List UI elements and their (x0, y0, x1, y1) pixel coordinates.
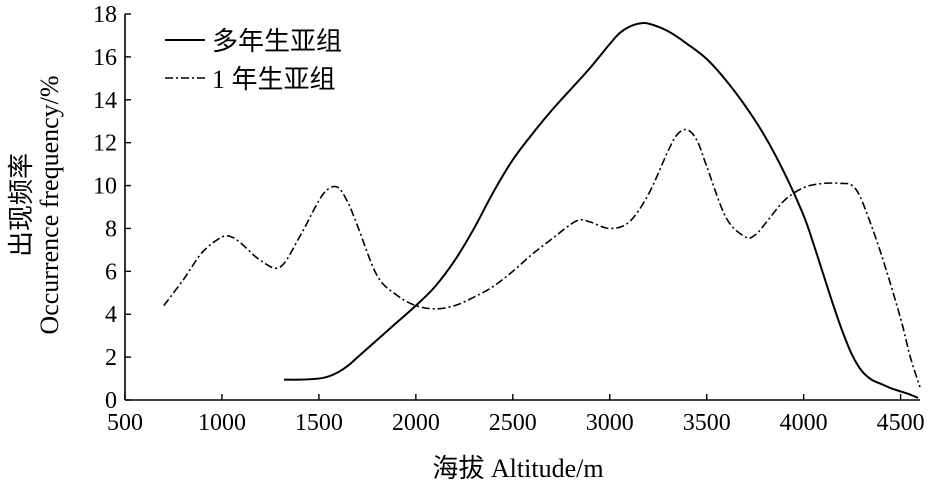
y-tick-label: 10 (93, 174, 117, 200)
x-tick-label: 500 (107, 410, 143, 436)
y-axis-label-cn: 出现频率 (7, 153, 36, 257)
x-tick-label: 1000 (198, 410, 246, 436)
x-axis-label: 海拔 Altitude/m (432, 454, 603, 483)
series-line-perennial (283, 21, 919, 399)
legend-label-annual: 1 年生亚组 (212, 65, 336, 94)
legend-label-perennial: 多年生亚组 (212, 27, 342, 56)
y-tick-label: 18 (93, 2, 117, 28)
x-tick-label: 4000 (780, 410, 828, 436)
y-tick-label: 4 (105, 302, 117, 328)
x-tick-label: 1500 (295, 410, 343, 436)
y-axis-label-en: Occurrence frequency/% (35, 75, 64, 334)
y-tick-label: 8 (105, 216, 117, 242)
y-tick-label: 6 (105, 259, 117, 285)
y-tick-label: 16 (93, 45, 117, 71)
legend: 多年生亚组 1 年生亚组 (165, 27, 342, 94)
y-tick-label: 0 (105, 388, 117, 414)
x-tick-label: 4500 (877, 410, 925, 436)
x-tick-label: 2500 (489, 410, 537, 436)
y-tick-label: 14 (93, 88, 117, 114)
y-tick-label: 2 (105, 345, 117, 371)
y-tick-label: 12 (93, 131, 117, 157)
x-tick-label: 3500 (683, 410, 731, 436)
x-tick-label: 3000 (586, 410, 634, 436)
x-tick-label: 2000 (392, 410, 440, 436)
series-line-annual (163, 128, 921, 388)
